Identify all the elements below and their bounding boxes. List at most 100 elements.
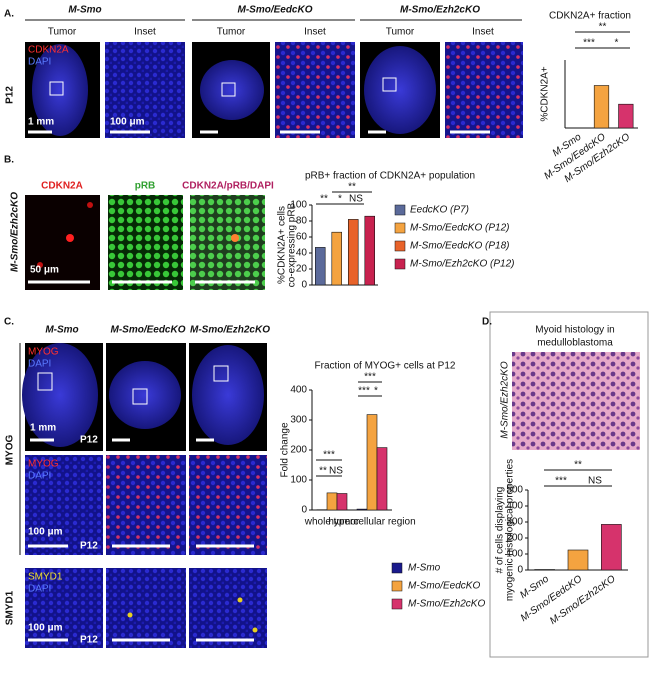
row-label: P12 [5, 86, 16, 104]
header: M-Smo [45, 325, 78, 336]
bar [327, 493, 337, 510]
significance-label: NS [588, 476, 602, 487]
chart-title: CDKN2A+ fraction [549, 11, 631, 22]
y-tick-label: 300 [506, 517, 523, 528]
legend-swatch [392, 563, 402, 573]
legend-label: M-Smo/EedcKO [408, 581, 480, 592]
y-tick-label: 200 [290, 445, 307, 456]
y-tick-label: 20 [296, 264, 308, 275]
significance-label: * [374, 386, 378, 397]
y-tick-label: 0 [517, 565, 523, 576]
stain: MYOG [28, 459, 59, 470]
x-tick-label: hypercellular region [328, 517, 415, 528]
bar [377, 448, 387, 510]
cell [87, 202, 93, 208]
panel-label: A. [4, 9, 14, 20]
panel-title: medulloblastoma [537, 338, 613, 349]
y-tick-label: 100 [506, 549, 523, 560]
image [189, 455, 267, 555]
age-label: P12 [80, 541, 98, 552]
subheader: Inset [304, 27, 326, 38]
header: M-Smo/EedcKO [237, 5, 312, 16]
legend-label: M-Smo/Ezh2cKO (P12) [410, 259, 514, 270]
panel-a: A. M-Smo M-Smo/EedcKO M-Smo/Ezh2cKO Tumo… [4, 5, 523, 138]
subheader: Tumor [217, 27, 246, 38]
row-label: MYOG [5, 435, 16, 466]
legend-swatch [395, 259, 405, 269]
significance-label: ** [320, 194, 328, 205]
channel: pRB [135, 181, 156, 192]
bar [619, 104, 634, 128]
image [106, 568, 186, 648]
subheader: Inset [472, 27, 494, 38]
bar [332, 232, 342, 285]
significance-label: *** [555, 476, 567, 487]
stain: CDKN2A [28, 45, 69, 56]
y-tick-label: 100 [290, 200, 307, 211]
image [445, 42, 523, 138]
subheader: Inset [134, 27, 156, 38]
stain: DAPI [28, 57, 51, 68]
bar [594, 86, 609, 129]
image [512, 352, 640, 450]
y-axis-label: %CDKN2A+ [540, 66, 551, 121]
row-label: M-Smo/Ezh2cKO [10, 192, 21, 272]
subheader: Tumor [386, 27, 415, 38]
age-label: P12 [80, 435, 98, 446]
image [364, 46, 436, 134]
significance-label: * [338, 194, 342, 205]
cell [128, 613, 133, 618]
significance-label: * [615, 38, 619, 49]
scale-label: 100 μm [28, 623, 63, 634]
age-label: P12 [80, 635, 98, 646]
bar [315, 247, 325, 285]
legend-label: M-Smo/EedcKO (P18) [410, 241, 509, 252]
y-tick-label: 500 [506, 485, 523, 496]
image [192, 345, 264, 445]
cell [253, 628, 258, 633]
channel: CDKN2A [41, 181, 83, 192]
legend-label: EedcKO (P7) [410, 205, 469, 216]
row-label: M-Smo/Ezh2cKO [500, 361, 511, 438]
legend-label: M-Smo/EedcKO (P12) [410, 223, 509, 234]
bar [337, 494, 347, 511]
image [190, 195, 265, 290]
panel-b: B. M-Smo/Ezh2cKO CDKN2A pRB CDKN2A/pRB/D… [4, 155, 274, 290]
row-label: SMYD1 [5, 590, 16, 625]
significance-label: ** [574, 460, 582, 471]
significance-label: ** [599, 22, 607, 33]
significance-label: *** [358, 386, 370, 397]
y-tick-label: 0 [301, 280, 307, 291]
image [275, 42, 355, 138]
y-tick-label: 40 [296, 248, 308, 259]
legend-label: M-Smo/Ezh2cKO [408, 599, 485, 610]
bar [357, 509, 367, 510]
legend-swatch [392, 599, 402, 609]
chart-title: Fraction of MYOG+ cells at P12 [315, 361, 456, 372]
bar [568, 550, 588, 570]
significance-label: ** [319, 466, 327, 477]
scale-label: 100 μm [110, 117, 145, 128]
legend-swatch [395, 241, 405, 251]
legend-swatch [395, 205, 405, 215]
subheader: Tumor [48, 27, 77, 38]
y-tick-label: 0 [301, 505, 307, 516]
cell [231, 234, 239, 242]
stain: DAPI [28, 359, 51, 370]
significance-label: *** [583, 38, 595, 49]
stain: DAPI [28, 471, 51, 482]
significance-label: NS [349, 194, 363, 205]
cell [66, 234, 74, 242]
y-tick-label: 400 [290, 385, 307, 396]
significance-label: NS [329, 466, 343, 477]
stain: MYOG [28, 347, 59, 358]
stain: SMYD1 [28, 572, 63, 583]
stain: DAPI [28, 584, 51, 595]
header: M-Smo/Ezh2cKO [400, 5, 480, 16]
legend-swatch [395, 223, 405, 233]
y-tick-label: 100 [290, 475, 307, 486]
significance-label: *** [323, 450, 335, 461]
y-tick-label: 80 [296, 216, 308, 227]
image [108, 195, 183, 290]
